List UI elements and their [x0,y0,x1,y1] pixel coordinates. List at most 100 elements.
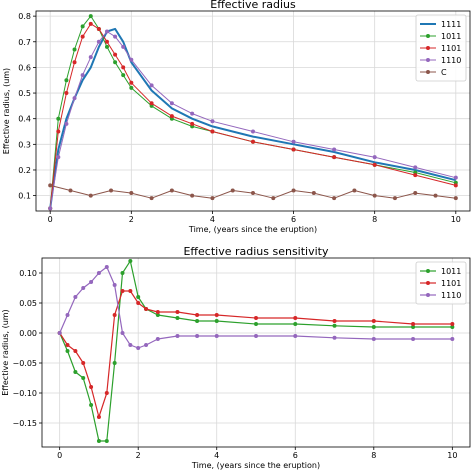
chart0-point-1110 [48,206,53,211]
chart0-y-tick-label: 0.1 [18,192,31,201]
chart1-y-tick-label: 0.00 [19,329,37,338]
chart0-point-1110 [453,175,458,180]
chart1-series-line-1011 [59,260,453,442]
chart0-point-1101 [190,121,195,126]
chart1-point-1110 [332,335,337,340]
chart1-y-axis-label: Effective radius, (um) [1,309,10,395]
chart1-point-1110 [136,346,141,350]
chart0-point-1110 [129,57,134,62]
chart0-y-tick-label: 0.7 [18,38,31,47]
chart0-point-1101 [80,34,85,39]
chart1-point-1101 [136,301,141,305]
chart1-point-1101 [112,313,117,317]
chart1-point-1101 [214,313,219,317]
chart0-point-C [392,196,397,201]
chart1-point-1011 [371,325,376,329]
chart0-point-1110 [149,83,154,88]
chart1-title: Effective radius sensitivity [183,245,328,258]
chart0-legend-marker-C [426,70,430,74]
chart0-legend-marker-1011 [426,34,430,38]
chart1-point-1101 [411,322,416,326]
chart0-point-1110 [291,139,296,144]
chart0-point-1101 [56,129,61,134]
chart1-point-1110 [144,343,149,347]
chart0-point-C [291,188,296,193]
chart1-point-1011 [175,316,180,320]
chart0-x-axis-label: Time, (years since the eruption) [188,225,317,234]
chart1-point-1011 [195,319,200,323]
chart1-point-1110 [293,334,298,338]
chart1-point-1110 [411,337,416,341]
chart1-point-1110 [371,337,376,341]
chart0-y-tick-label: 0.8 [18,12,31,21]
chart0-point-1101 [72,60,77,65]
chart0-point-1101 [96,26,101,31]
chart0-point-1101 [129,80,134,85]
chart0-y-tick-label: 0.3 [18,140,31,149]
chart0-point-1101 [88,21,93,26]
chart1-point-1110 [450,337,455,341]
chart0-legend-marker-1101 [426,46,430,50]
chart0-point-1110 [104,29,109,34]
chart0-point-1110 [80,73,85,78]
chart0-point-1110 [169,101,174,106]
chart1-point-1011 [89,403,94,407]
chart0-point-C [210,196,215,201]
chart1-point-1101 [73,349,78,353]
chart0-point-1110 [413,165,418,170]
chart0-legend-marker-1110 [426,58,430,62]
chart0-point-C [48,183,53,188]
chart0-legend-label-1111: 1111 [441,20,461,29]
chart1-point-1011 [136,295,141,299]
chart0-legend [415,14,467,82]
chart0-point-C [352,188,357,193]
chart1-point-1110 [128,343,133,347]
chart0-point-1110 [96,39,101,44]
chart1-point-1110 [81,286,86,290]
chart1-point-1011 [96,439,101,443]
chart0-point-C [311,191,316,196]
chart1-point-1101 [144,307,149,311]
chart0-point-1011 [80,24,85,29]
chart1-legend-label-1011: 1011 [441,267,461,276]
chart1-legend-marker-1101 [426,281,430,285]
chart0-point-1110 [64,121,69,126]
chart1-legend-label-1101: 1101 [441,279,461,288]
chart1-point-1110 [104,265,109,269]
chart0-x-tick-label: 0 [48,215,53,224]
chart0-point-1110 [332,147,337,152]
chart0-x-tick-label: 6 [291,215,296,224]
chart1-point-1011 [65,349,70,353]
chart0-point-1101 [113,52,118,57]
chart1-y-tick-label: −0.10 [12,389,37,398]
chart1-point-1011 [120,271,125,275]
chart0-y-tick-label: 0.4 [18,115,31,124]
chart0-point-1101 [291,147,296,152]
chart0-point-1011 [113,60,118,65]
chart1-point-1101 [293,316,298,320]
chart1-point-1101 [96,415,101,419]
chart1-legend-marker-1110 [426,293,430,297]
chart0-point-1101 [210,129,215,134]
chart0-point-C [68,188,73,193]
chart1-x-axis-label: Time, (years since the eruption) [191,461,320,470]
chart0-point-1011 [88,14,93,19]
chart0-x-tick-label: 2 [129,215,134,224]
chart1-x-tick-label: 10 [447,451,457,460]
chart1-legend-label-1110: 1110 [441,291,461,300]
chart1-y-tick-label: 0.10 [19,269,37,278]
chart1-point-1011 [450,325,455,329]
chart1-y-tick-label: −0.05 [12,359,37,368]
chart0-point-1101 [64,91,69,96]
chart1-point-1011 [81,376,86,380]
chart1-point-1011 [112,361,117,365]
chart1-y-tick-label: −0.15 [12,419,37,428]
chart0-series-line-1111 [49,27,457,209]
chart0-point-1101 [372,162,377,167]
chart0-point-1110 [113,34,118,39]
chart0-point-C [230,188,235,193]
chart0-point-C [88,193,93,198]
chart1-point-1101 [332,319,337,323]
chart0-point-1110 [72,96,77,101]
